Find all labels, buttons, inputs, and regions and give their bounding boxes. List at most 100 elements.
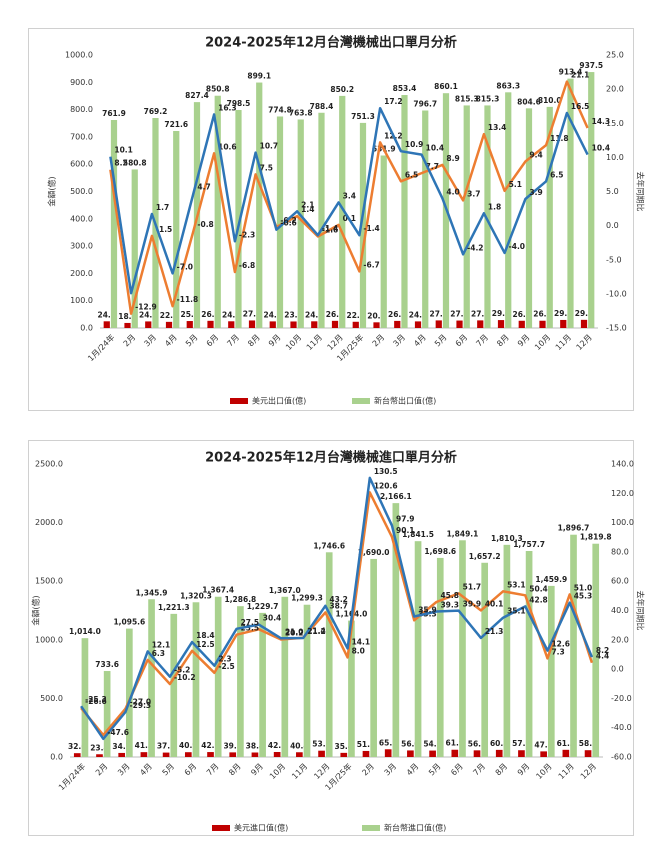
y2-tick-label: 0.0 [606,221,619,230]
data-label: -11.8 [177,295,199,304]
bar [505,92,512,329]
y-tick-label: 600.0 [70,160,93,169]
bar [547,585,555,757]
data-label: 1,286.8 [224,595,256,604]
data-label: 39.3 [440,601,459,610]
bar [429,750,436,757]
data-label: 863.3 [496,81,520,90]
y-tick-label: 1000.0 [65,51,93,60]
data-label: 1,320.3 [180,591,212,600]
line [80,491,594,737]
data-label: 850.8 [206,85,230,94]
data-label: 56.0 [401,739,420,748]
y2-tick-label: -20.0 [611,694,632,703]
data-label: 27.6 [243,309,262,318]
bar [518,320,525,328]
y-tick-label: 400.0 [70,214,93,223]
data-label: 57.8 [512,739,531,748]
data-label: 853.4 [393,84,417,93]
data-label: 16.3 [218,103,237,112]
data-label: -7.0 [177,262,193,271]
data-label: 1.7 [156,203,169,212]
data-label: 26.2 [326,310,345,319]
bar [131,169,138,328]
data-label: 6.3 [152,649,165,658]
data-label: 12.6 [551,640,570,649]
data-label: 1,345.9 [136,588,168,597]
data-label: 39.9 [463,600,482,609]
data-label: 27.5 [241,618,260,627]
data-label: 20.8 [367,311,386,320]
bar [237,606,244,757]
bar [394,320,401,328]
bar [562,749,570,757]
y-tick-label: 200.0 [70,269,93,278]
data-label: 26.5 [513,310,532,319]
data-label: 810.0 [538,96,562,105]
data-label: 26.3 [201,310,220,319]
bar [296,752,303,757]
bar [495,749,503,757]
bar [110,120,118,328]
data-label: 53.8 [312,740,331,749]
data-label: 1,896.7 [558,524,590,533]
data-label: -29.3 [130,701,152,710]
data-label: 23.5 [241,624,260,633]
data-label: 7.7 [426,162,439,171]
data-label: 18.5 [118,312,137,321]
bar [207,320,214,328]
bar [373,322,380,328]
data-label: 815.3 [455,94,479,103]
data-label: 937.5 [579,61,603,70]
bar [140,752,148,757]
chart-title: 2024-2025年12月台灣機械進口單月分析 [205,450,457,466]
bar [401,95,408,329]
bar [184,752,192,757]
data-label: 90.1 [396,526,415,535]
data-label: 61.3 [557,739,576,748]
bar [546,106,553,329]
bar [436,557,444,757]
data-label: 774.8 [268,105,292,114]
bar [276,116,284,328]
y2-tick-label: 60.0 [611,577,629,586]
data-label: 10.4 [592,144,611,153]
data-label: 1,819.8 [580,533,612,542]
bar [256,82,263,328]
data-label: 51.0 [574,583,593,592]
bar [311,321,318,328]
y-tick-label: 300.0 [70,242,93,251]
legend-label: 新台幣出口值(億) [374,396,436,406]
bar [473,750,481,757]
y-tick-label: 0.0 [80,324,93,333]
data-label: 850.2 [330,85,354,94]
data-label: 1,367.4 [202,586,234,595]
data-label: -1.5 [156,225,172,234]
y-tick-label: 1000.0 [35,635,63,644]
bar [259,612,266,757]
y2-tick-label: -5.0 [606,255,622,264]
bar [145,321,152,328]
bar [497,320,505,328]
y-tick-label: 500.0 [40,694,63,703]
y-tick-label: 1500.0 [35,577,63,586]
data-label: 2.3 [218,655,231,664]
y2-tick-label: 100.0 [611,518,634,527]
y2-tick-label: 80.0 [611,547,629,556]
data-label: 580.8 [123,158,147,167]
data-label: 3.7 [467,189,480,198]
y2-tick-label: -60.0 [611,753,632,762]
bar [297,119,304,328]
data-label: 10.7 [260,142,279,151]
bar [318,750,325,757]
data-label: 1,095.6 [113,618,145,627]
data-label: 58.0 [579,739,598,748]
data-label: -5.2 [174,666,190,675]
data-label: 29.9 [575,309,594,318]
y-tick-label: 0.0 [50,753,63,762]
bar [235,110,242,329]
data-label: 45.8 [440,591,459,600]
data-label: 130.5 [374,467,398,476]
data-label: 8.0 [352,646,365,655]
data-label: -47.6 [107,728,129,737]
